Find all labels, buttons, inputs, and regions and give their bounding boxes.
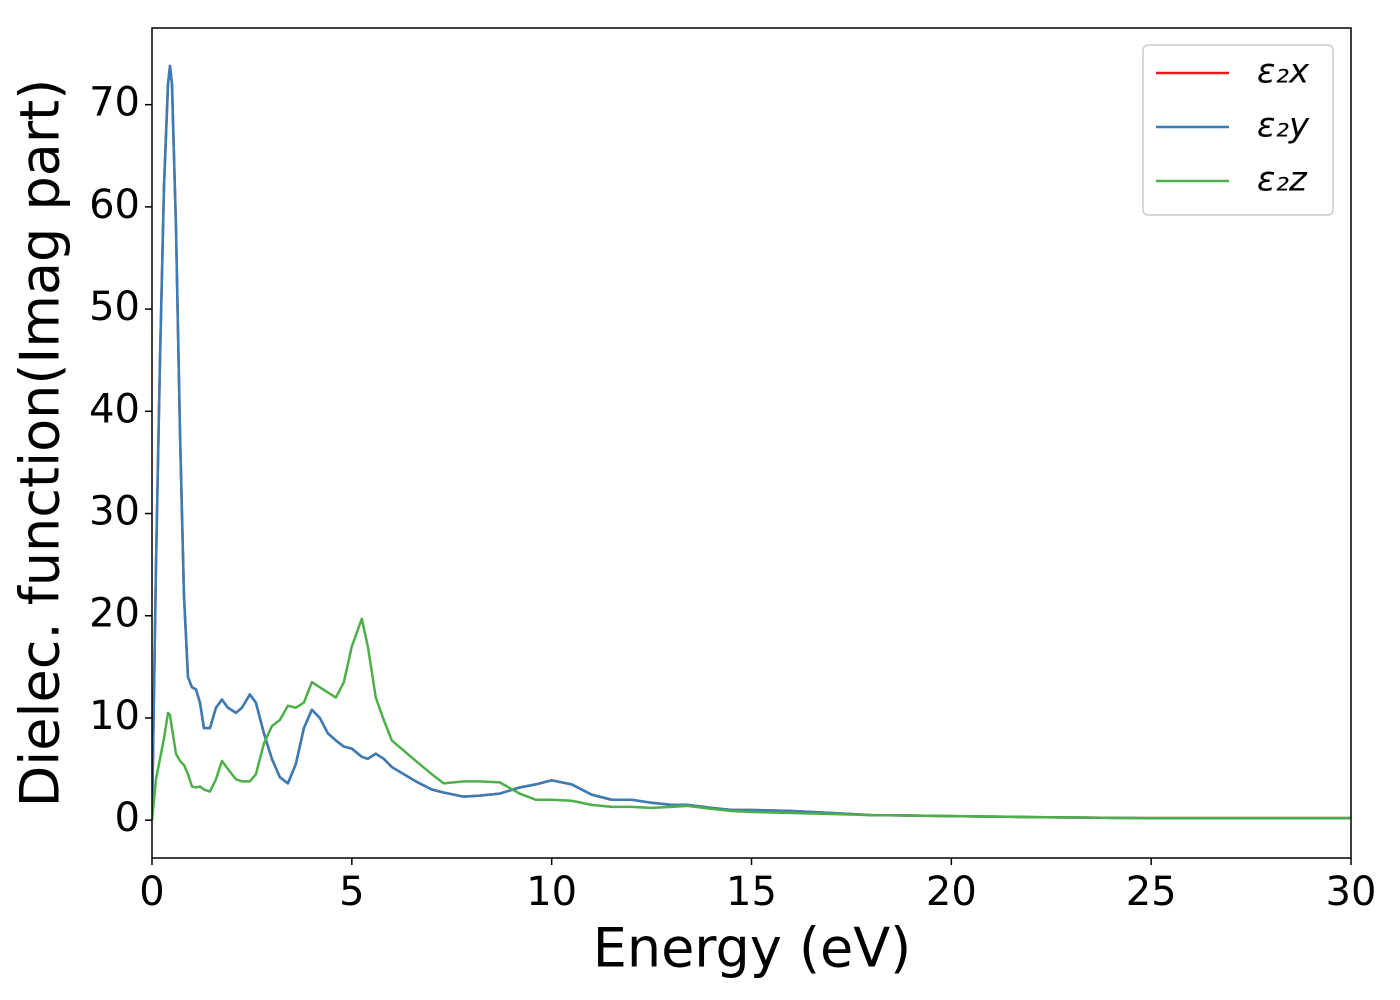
legend-label: ε₂y: [1257, 106, 1310, 146]
x-tick-label: 30: [1326, 869, 1377, 915]
x-tick-label: 5: [339, 869, 364, 915]
y-tick-label: 60: [89, 182, 140, 228]
plot-frame: [151, 27, 1352, 859]
legend-label: ε₂z: [1257, 160, 1308, 200]
y-tick-label: 50: [89, 284, 140, 330]
y-axis-label: Dielec. function(Imag part): [9, 79, 72, 808]
legend-label: ε₂x: [1257, 52, 1310, 92]
series-line: [152, 617, 1351, 821]
x-axis-label: Energy (eV): [593, 917, 912, 980]
x-tick-label: 20: [926, 869, 977, 915]
x-tick-label: 25: [1126, 869, 1177, 915]
y-tick-label: 10: [89, 693, 140, 739]
x-tick-label: 10: [526, 869, 577, 915]
y-tick-label: 30: [89, 489, 140, 535]
y-tick-label: 40: [89, 386, 140, 432]
legend-box: [1142, 44, 1334, 216]
y-tick-label: 70: [89, 80, 140, 126]
x-tick-label: 15: [726, 869, 777, 915]
y-tick-label: 20: [89, 591, 140, 637]
x-tick-label: 0: [139, 869, 164, 915]
y-tick-label: 0: [115, 795, 140, 841]
